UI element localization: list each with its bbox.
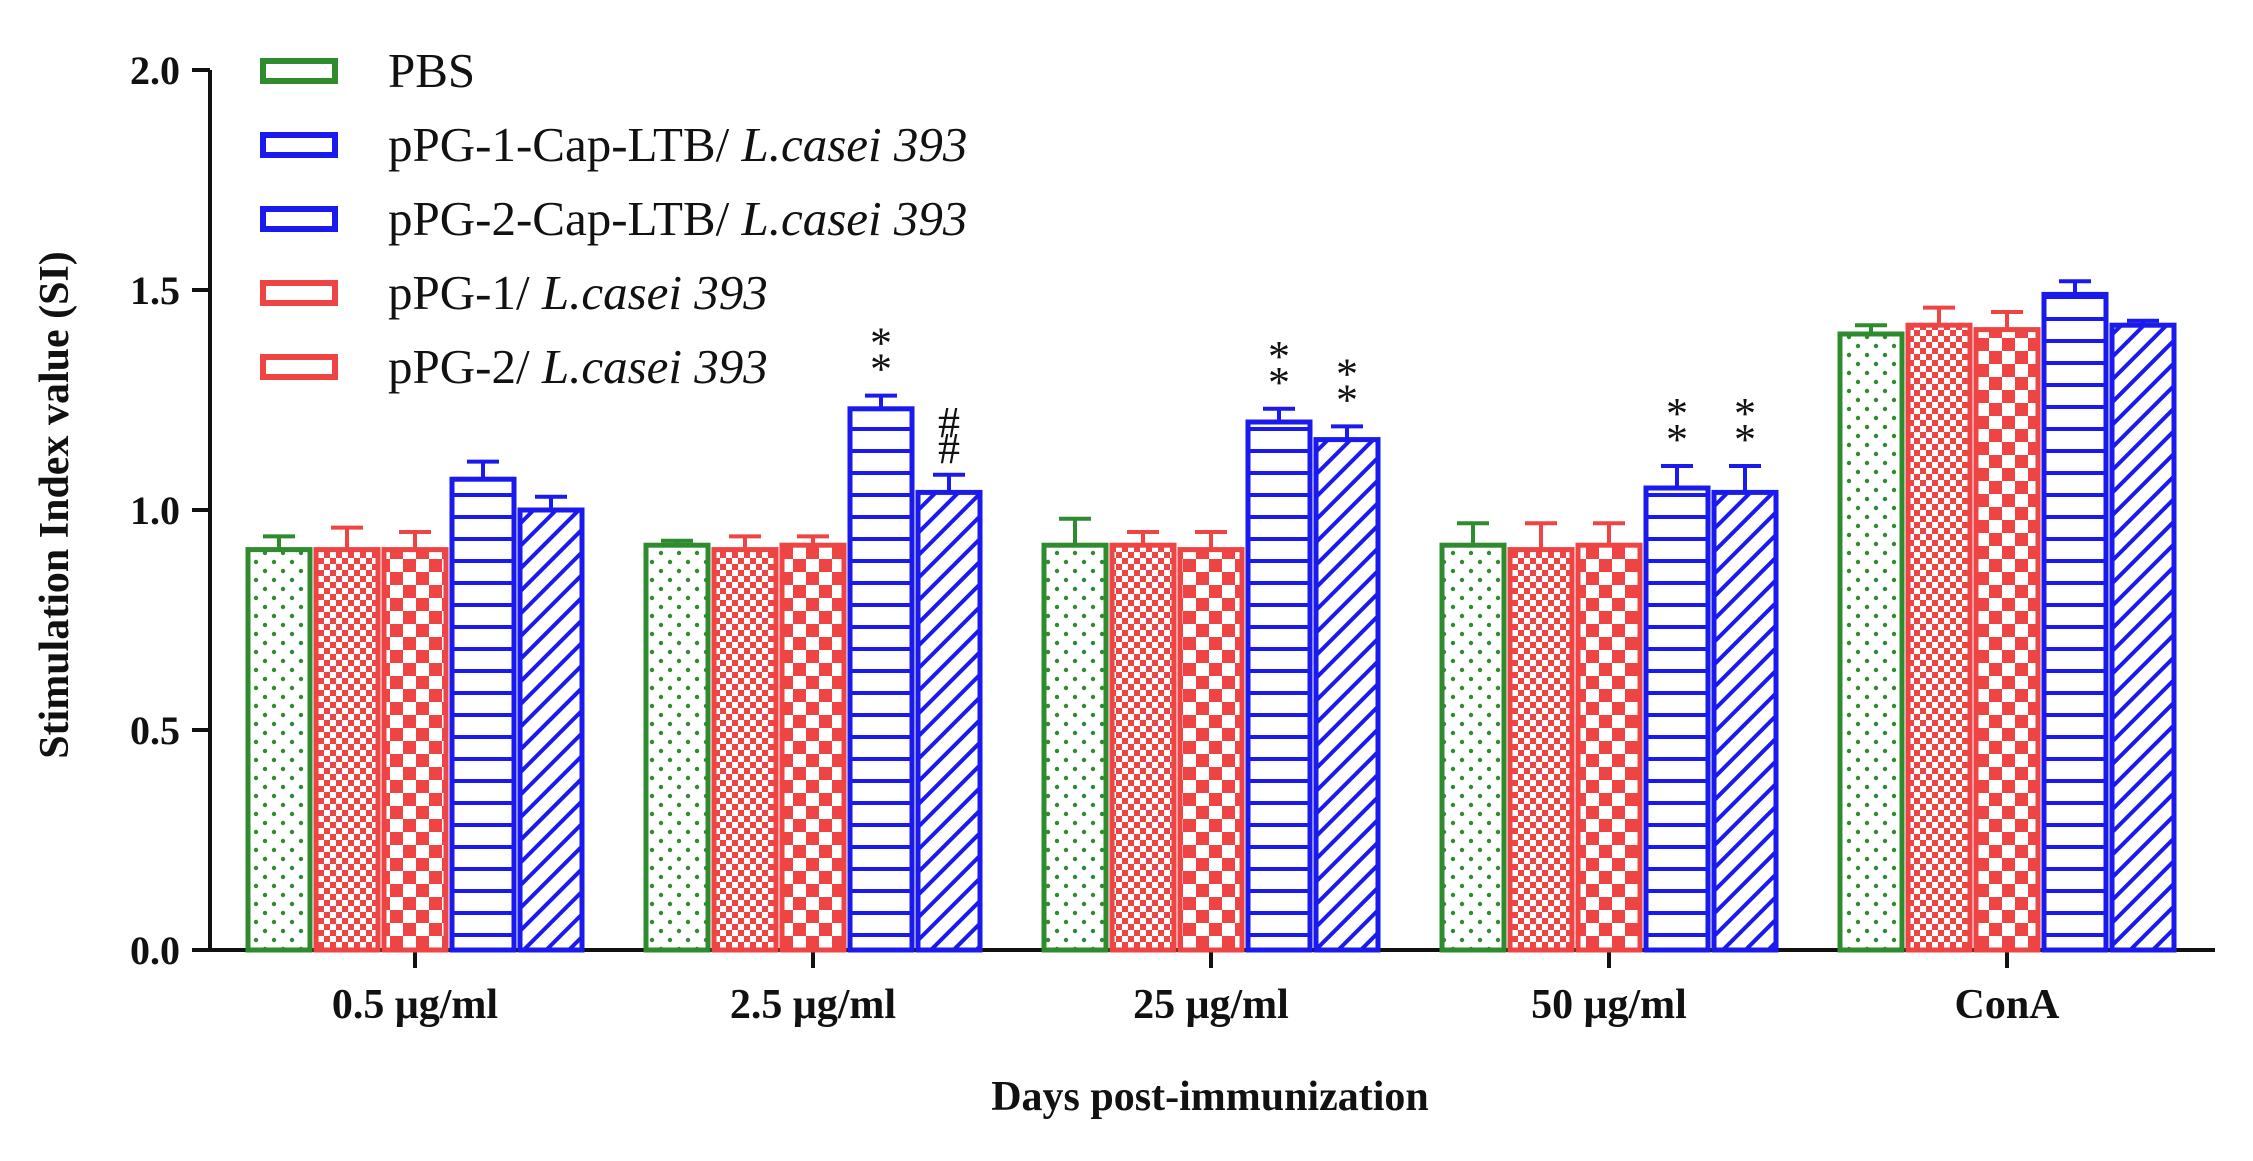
bar — [449, 476, 517, 953]
bar — [2109, 322, 2177, 953]
bar — [1973, 327, 2041, 953]
bar — [1041, 542, 1109, 953]
legend-swatch-ppg1-cap-ltb — [260, 132, 338, 158]
legend-swatch-ppg2-cap-ltb — [260, 206, 338, 232]
legend-label: pPG-1/ L.casei 393 — [388, 265, 768, 320]
legend-label: pPG-2/ L.casei 393 — [388, 339, 768, 394]
bar — [1711, 489, 1779, 953]
bar — [1905, 322, 1973, 953]
x-tick-label: 50 μg/ml — [1531, 982, 1687, 1028]
y-tick-label: 0.0 — [130, 928, 180, 973]
significance-mark: # — [938, 424, 960, 473]
y-axis-title: Stimulation Index value (SI) — [32, 251, 78, 759]
x-axis-title: Days post-immunization — [991, 1074, 1429, 1120]
significance-mark: * — [1336, 349, 1358, 398]
legend-swatch-ppg2 — [260, 354, 338, 380]
legend-label: pPG-2-Cap-LTB/ L.casei 393 — [388, 191, 968, 246]
significance-mark: * — [1268, 358, 1290, 407]
legend-swatch-ppg1 — [260, 280, 338, 306]
y-tick-label: 0.5 — [130, 708, 180, 753]
bar — [1643, 485, 1711, 953]
bar — [1837, 331, 1905, 953]
bar — [1575, 542, 1643, 953]
x-tick-label: ConA — [1954, 982, 2060, 1028]
x-tick-label: 25 μg/ml — [1133, 982, 1289, 1028]
significance-mark: * — [1734, 389, 1756, 438]
significance-mark: * — [1336, 375, 1358, 424]
significance-mark: * — [1666, 389, 1688, 438]
bar — [245, 547, 313, 953]
bar — [643, 542, 711, 953]
significance-mark: * — [870, 319, 892, 368]
bar — [1439, 542, 1507, 953]
bar — [779, 542, 847, 953]
legend-label: PBS — [388, 43, 476, 98]
bar — [381, 547, 449, 953]
legend-swatch-pbs — [260, 58, 338, 84]
significance-mark: # — [938, 398, 960, 447]
y-tick-label: 1.0 — [130, 488, 180, 533]
bar — [1507, 547, 1575, 953]
y-tick-label: 1.5 — [130, 268, 180, 313]
bar — [847, 406, 915, 953]
bar — [1313, 437, 1381, 953]
significance-mark: * — [1666, 415, 1688, 464]
significance-mark: * — [1734, 415, 1756, 464]
bar — [1109, 542, 1177, 953]
bar — [915, 489, 983, 953]
bar — [517, 507, 585, 953]
bar-group — [245, 279, 2177, 953]
significance-mark: * — [1268, 332, 1290, 381]
x-tick-label: 0.5 μg/ml — [332, 982, 498, 1028]
bar — [313, 547, 381, 953]
legend-label: pPG-1-Cap-LTB/ L.casei 393 — [388, 117, 968, 172]
bar — [2041, 291, 2109, 953]
y-tick-label: 2.0 — [130, 48, 180, 93]
bar — [1245, 419, 1313, 953]
bar — [1177, 547, 1245, 953]
bar — [711, 547, 779, 953]
axis-labels: 0.0 0.5 1.0 1.5 2.0 0.5 μg/ml 2.5 μg/ml 25 μg/m… — [130, 48, 2060, 1028]
x-tick-label: 2.5 μg/ml — [730, 982, 896, 1028]
significance-mark: * — [870, 345, 892, 394]
